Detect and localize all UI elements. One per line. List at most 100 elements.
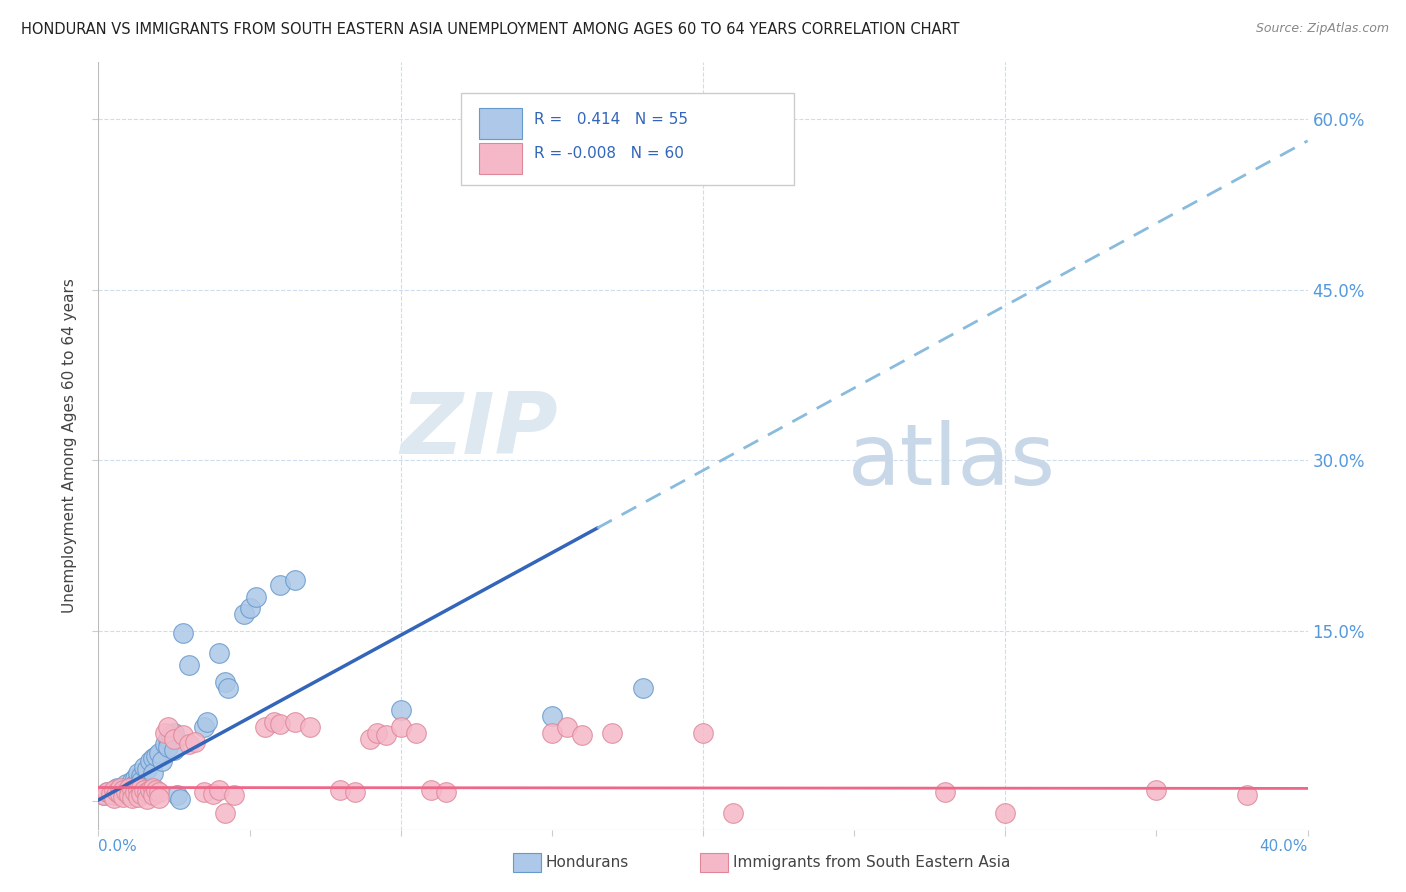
Point	[135, 762, 157, 776]
Point	[108, 788, 131, 802]
Point	[239, 601, 262, 615]
FancyBboxPatch shape	[479, 109, 522, 139]
Point	[329, 782, 352, 797]
Point	[103, 789, 125, 803]
Point	[96, 785, 118, 799]
Point	[118, 785, 141, 799]
Point	[434, 785, 457, 799]
FancyBboxPatch shape	[479, 143, 522, 174]
Point	[127, 789, 149, 804]
Point	[124, 785, 146, 799]
Text: R = -0.008   N = 60: R = -0.008 N = 60	[534, 146, 683, 161]
Point	[108, 780, 131, 795]
Point	[135, 780, 157, 795]
Text: 0.0%: 0.0%	[98, 838, 138, 854]
Point	[129, 769, 152, 783]
Point	[121, 790, 143, 805]
Point	[540, 709, 562, 723]
Point	[602, 726, 624, 740]
Point	[153, 737, 176, 751]
Point	[93, 789, 115, 803]
Point	[540, 726, 562, 740]
Point	[118, 789, 141, 803]
Point	[374, 728, 396, 742]
Point	[172, 728, 194, 742]
Point	[360, 731, 382, 746]
Text: atlas: atlas	[848, 420, 1056, 503]
Point	[127, 782, 149, 797]
Text: 40.0%: 40.0%	[1260, 838, 1308, 854]
Point	[105, 785, 128, 799]
Point	[100, 788, 122, 802]
Point	[269, 717, 291, 731]
Point	[169, 792, 191, 806]
Text: Source: ZipAtlas.com: Source: ZipAtlas.com	[1256, 22, 1389, 36]
Point	[148, 790, 170, 805]
Text: Immigrants from South Eastern Asia: Immigrants from South Eastern Asia	[733, 855, 1010, 870]
Point	[156, 720, 179, 734]
FancyBboxPatch shape	[461, 93, 793, 186]
Point	[103, 790, 125, 805]
Point	[142, 751, 165, 765]
Point	[150, 755, 173, 769]
Text: R =   0.414   N = 55: R = 0.414 N = 55	[534, 112, 688, 127]
Point	[366, 726, 388, 740]
Point	[1236, 789, 1258, 803]
Point	[284, 573, 307, 587]
Point	[163, 726, 186, 740]
Point	[555, 720, 578, 734]
Point	[163, 743, 186, 757]
Point	[129, 773, 152, 788]
Point	[124, 777, 146, 791]
Point	[142, 780, 165, 795]
Text: HONDURAN VS IMMIGRANTS FROM SOUTH EASTERN ASIA UNEMPLOYMENT AMONG AGES 60 TO 64 : HONDURAN VS IMMIGRANTS FROM SOUTH EASTER…	[21, 22, 959, 37]
Point	[142, 789, 165, 803]
Point	[202, 788, 225, 802]
Point	[156, 739, 179, 754]
Point	[153, 726, 176, 740]
Point	[148, 747, 170, 761]
Point	[214, 674, 236, 689]
Point	[208, 782, 231, 797]
Text: Hondurans: Hondurans	[546, 855, 628, 870]
Point	[145, 782, 167, 797]
Point	[195, 714, 218, 729]
Point	[389, 703, 412, 717]
Point	[132, 760, 155, 774]
Point	[214, 805, 236, 820]
Point	[103, 782, 125, 797]
Point	[692, 726, 714, 740]
Point	[114, 777, 136, 791]
Point	[96, 785, 118, 799]
Point	[108, 782, 131, 797]
Point	[263, 714, 285, 729]
Point	[160, 728, 183, 742]
Point	[135, 785, 157, 799]
Point	[129, 788, 152, 802]
Point	[111, 789, 134, 804]
Point	[108, 788, 131, 802]
Point	[105, 780, 128, 795]
Point	[299, 720, 322, 734]
Point	[631, 681, 654, 695]
Point	[118, 780, 141, 795]
Point	[127, 782, 149, 797]
Point	[114, 782, 136, 797]
Point	[571, 728, 593, 742]
Point	[139, 755, 162, 769]
Point	[193, 720, 215, 734]
Point	[723, 805, 745, 820]
Point	[127, 765, 149, 780]
Point	[217, 681, 239, 695]
Point	[139, 782, 162, 797]
Point	[172, 626, 194, 640]
Point	[224, 789, 246, 803]
Point	[105, 785, 128, 799]
Point	[93, 789, 115, 803]
Point	[100, 788, 122, 802]
Point	[232, 607, 254, 621]
Point	[103, 782, 125, 797]
Text: ZIP: ZIP	[401, 389, 558, 472]
Y-axis label: Unemployment Among Ages 60 to 64 years: Unemployment Among Ages 60 to 64 years	[62, 278, 77, 614]
Point	[132, 782, 155, 797]
